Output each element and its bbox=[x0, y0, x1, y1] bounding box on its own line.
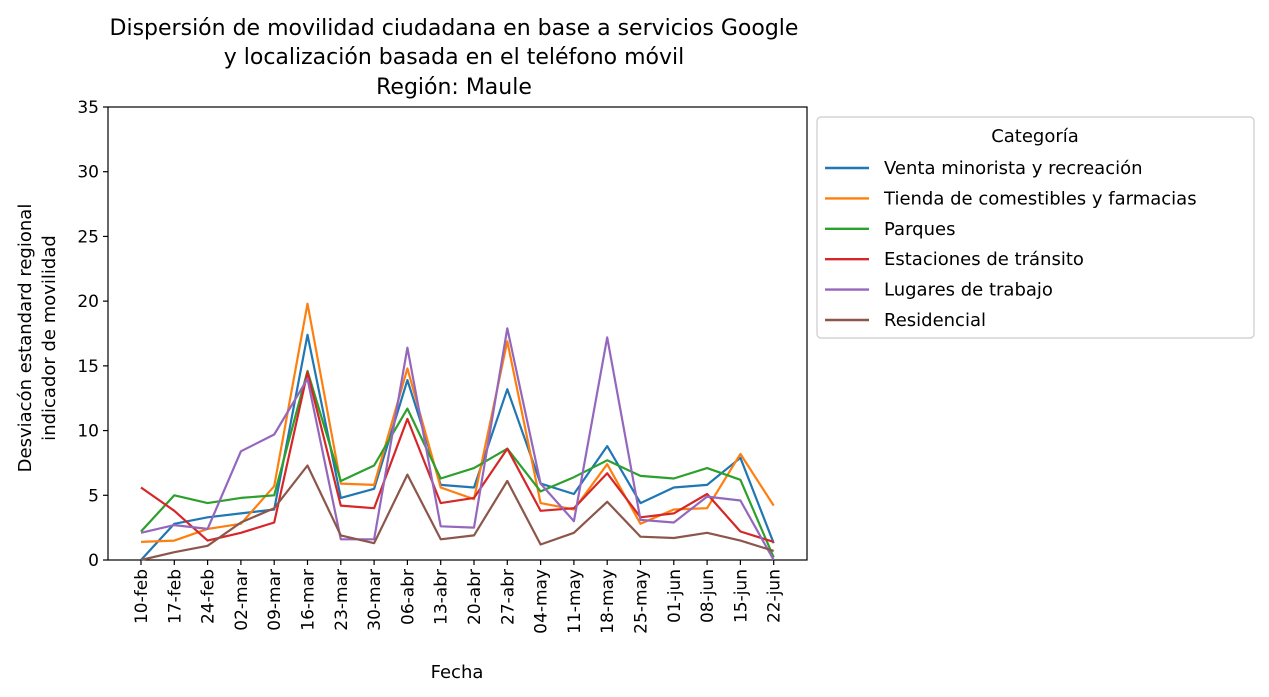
x-tick-label: 18-may bbox=[598, 569, 618, 634]
x-tick-label: 30-mar bbox=[365, 569, 385, 631]
legend-box bbox=[816, 116, 1255, 339]
x-tick-label: 23-mar bbox=[332, 569, 352, 631]
plot-area bbox=[107, 106, 808, 561]
legend-item-label: Lugares de trabajo bbox=[884, 280, 1053, 301]
x-axis: 10-feb 17-feb 24-feb 02-mar 09-mar 16-mar 23-m… bbox=[132, 560, 785, 634]
x-tick-label: 13-abr bbox=[432, 569, 452, 625]
y-tick-label: 0 bbox=[88, 551, 99, 571]
x-tick-label: 01-jun bbox=[665, 569, 685, 623]
series-lines bbox=[140, 302, 775, 562]
x-tick-label: 16-mar bbox=[299, 569, 319, 631]
y-tick-label: 35 bbox=[77, 98, 99, 118]
x-tick-label: 11-may bbox=[565, 569, 585, 634]
series-line bbox=[140, 464, 775, 562]
x-tick-label: 15-jun bbox=[731, 569, 751, 623]
y-tick-label: 5 bbox=[88, 486, 99, 506]
y-tick-label: 15 bbox=[77, 357, 99, 377]
y-tick-label: 25 bbox=[77, 227, 99, 247]
chart-title-line: Región: Maule bbox=[376, 75, 532, 100]
series-line bbox=[140, 371, 775, 543]
series-line bbox=[140, 327, 775, 561]
series-line bbox=[140, 333, 775, 561]
x-tick-label: 02-mar bbox=[232, 569, 252, 631]
x-axis-label: Fecha bbox=[431, 662, 484, 683]
legend-title: Categoría bbox=[991, 126, 1079, 147]
chart-title-line: y localización basada en el teléfono móv… bbox=[224, 45, 685, 70]
series-line bbox=[140, 302, 775, 543]
x-tick-label: 04-may bbox=[532, 569, 552, 634]
y-tick-label: 30 bbox=[77, 163, 99, 183]
legend-item-label: Venta minorista y recreación bbox=[884, 158, 1143, 179]
y-tick-label: 10 bbox=[77, 422, 99, 442]
x-tick-label: 25-may bbox=[632, 569, 652, 634]
x-tick-label: 10-feb bbox=[132, 569, 152, 624]
y-tick-label: 20 bbox=[77, 292, 99, 312]
chart-title-line: Dispersión de movilidad ciudadana en bas… bbox=[110, 16, 799, 41]
x-tick-label: 20-abr bbox=[465, 569, 485, 625]
chart-title: Dispersión de movilidad ciudadana en bas… bbox=[110, 16, 799, 100]
legend-item-label: Residencial bbox=[884, 310, 986, 331]
y-axis: 0 5 10 15 20 25 30 35 bbox=[77, 98, 108, 571]
y-axis-label-line: Desviacón estandard regional bbox=[15, 204, 36, 473]
x-tick-label: 08-jun bbox=[698, 569, 718, 623]
legend-item-label: Parques bbox=[884, 219, 955, 240]
y-axis-label: Desviacón estandard regional indicador de… bbox=[15, 204, 60, 473]
x-tick-label: 06-abr bbox=[398, 569, 418, 625]
x-tick-label: 09-mar bbox=[265, 569, 285, 631]
x-tick-label: 22-jun bbox=[765, 569, 785, 623]
legend: Categoría Venta minorista y recreación Tie… bbox=[816, 116, 1255, 339]
x-tick-label: 17-feb bbox=[165, 569, 185, 624]
series-line bbox=[140, 369, 775, 558]
y-axis-label-line: indicador de movilidad bbox=[39, 235, 60, 441]
x-tick-label: 24-feb bbox=[199, 569, 219, 624]
plot-frame bbox=[107, 106, 808, 561]
x-tick-label: 27-abr bbox=[498, 569, 518, 625]
legend-item-label: Tienda de comestibles y farmacias bbox=[883, 188, 1197, 209]
legend-item-label: Estaciones de tránsito bbox=[884, 249, 1084, 270]
